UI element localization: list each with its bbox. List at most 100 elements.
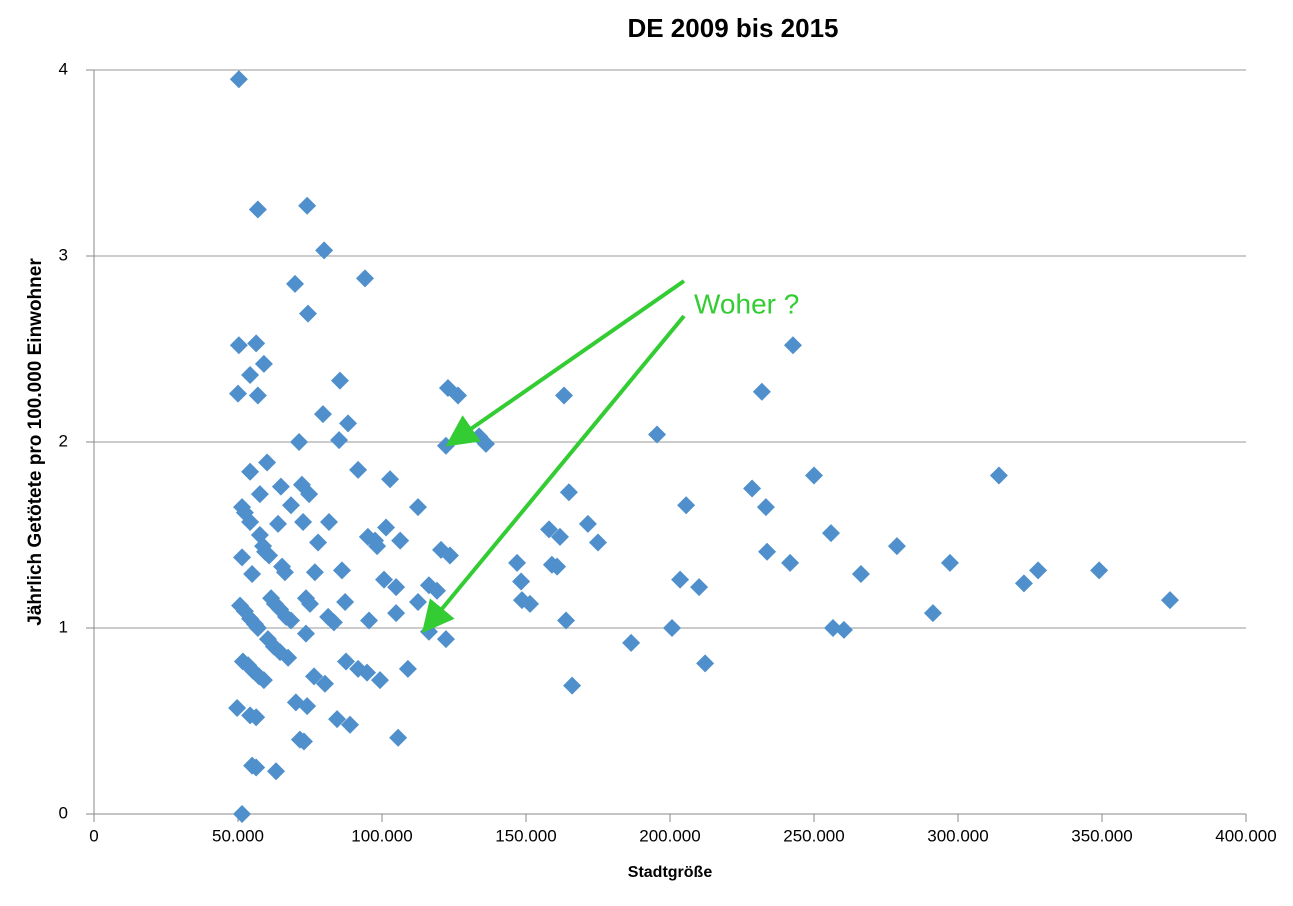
- point: [233, 548, 252, 567]
- point: [298, 697, 317, 716]
- point: [247, 334, 266, 353]
- point: [260, 546, 279, 565]
- point: [923, 604, 942, 623]
- point: [358, 663, 377, 682]
- point: [330, 371, 349, 390]
- chart-title: DE 2009 bis 2015: [627, 13, 838, 43]
- point: [671, 570, 690, 589]
- point: [324, 613, 343, 632]
- point: [229, 336, 248, 355]
- point: [555, 386, 574, 405]
- point: [294, 512, 313, 531]
- y-axis-label: Jährlich Getötete pro 100.000 Einwohner: [25, 258, 46, 626]
- point: [409, 498, 427, 517]
- point: [398, 659, 417, 678]
- point: [269, 514, 288, 533]
- point: [286, 274, 305, 293]
- point: [409, 592, 427, 611]
- x-tick-label: 350.000: [1071, 826, 1132, 845]
- point: [476, 434, 495, 453]
- point: [305, 667, 324, 686]
- point: [368, 537, 387, 556]
- point: [229, 384, 247, 403]
- point: [254, 671, 273, 690]
- point: [851, 565, 870, 584]
- point: [563, 676, 582, 695]
- y-tick-label: 2: [59, 431, 68, 450]
- point: [752, 382, 771, 401]
- point: [233, 805, 252, 823]
- point: [243, 565, 262, 584]
- points: [228, 70, 1179, 823]
- point: [677, 496, 696, 515]
- x-tick-label: 100.000: [351, 826, 412, 845]
- point: [279, 648, 298, 667]
- point: [589, 533, 607, 552]
- point: [781, 553, 800, 572]
- point: [275, 563, 294, 582]
- point: [315, 241, 334, 260]
- point: [834, 620, 853, 639]
- point: [300, 485, 319, 504]
- point: [254, 354, 273, 373]
- point: [940, 553, 959, 572]
- point: [508, 553, 527, 572]
- point: [743, 479, 762, 498]
- point: [356, 269, 375, 288]
- point: [540, 520, 559, 539]
- x-axis-label: Stadtgröße: [628, 864, 713, 881]
- point: [360, 611, 379, 630]
- point: [336, 592, 355, 611]
- point: [298, 196, 317, 215]
- point: [690, 578, 709, 597]
- point: [229, 70, 248, 89]
- y-tick-label: 1: [59, 617, 68, 636]
- point: [315, 674, 334, 693]
- point: [758, 542, 777, 561]
- point: [228, 698, 247, 717]
- point: [313, 405, 332, 424]
- point: [370, 671, 389, 690]
- point: [989, 466, 1008, 485]
- point: [330, 431, 349, 450]
- point: [387, 604, 406, 623]
- x-tick-label: 0: [89, 826, 98, 845]
- point: [381, 470, 400, 489]
- point: [241, 609, 260, 628]
- x-tick-label: 50.000: [212, 826, 264, 845]
- x-tick-label: 150.000: [495, 826, 556, 845]
- point: [821, 524, 840, 543]
- point: [243, 661, 262, 680]
- point: [440, 546, 459, 565]
- point: [328, 710, 347, 729]
- point: [309, 533, 328, 552]
- point: [387, 578, 406, 597]
- point: [550, 527, 569, 546]
- x-tick-label: 200.000: [639, 826, 700, 845]
- point: [241, 366, 260, 385]
- point: [783, 336, 802, 355]
- point: [258, 453, 277, 472]
- point: [248, 200, 267, 219]
- point: [305, 563, 324, 582]
- point: [267, 762, 286, 781]
- point: [887, 537, 906, 556]
- point: [648, 425, 667, 444]
- point: [241, 462, 260, 481]
- point: [271, 477, 290, 496]
- x-tick-label: 400.000: [1215, 826, 1276, 845]
- point: [248, 619, 267, 637]
- point: [332, 561, 351, 580]
- point: [294, 732, 313, 751]
- y-tick-label: 4: [59, 59, 68, 78]
- point: [298, 304, 317, 323]
- point: [622, 633, 641, 652]
- point: [512, 572, 531, 591]
- point: [559, 483, 578, 502]
- point: [389, 728, 408, 747]
- point: [281, 496, 300, 515]
- point: [1160, 591, 1179, 610]
- point: [349, 460, 368, 479]
- point: [320, 512, 339, 531]
